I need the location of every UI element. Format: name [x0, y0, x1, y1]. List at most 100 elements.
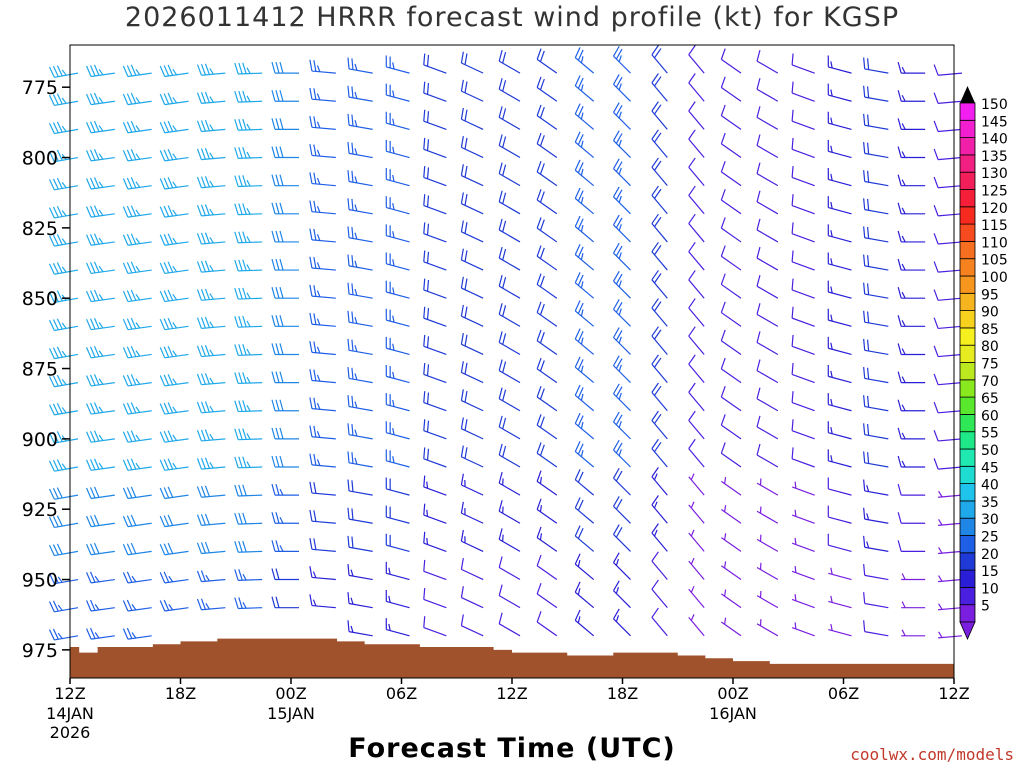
wind-barb [159, 345, 189, 359]
wind-barb [460, 304, 484, 327]
barb-feather [756, 49, 761, 62]
wind-barb [756, 190, 779, 215]
wind-barb [688, 354, 705, 383]
barb-feather [347, 198, 350, 210]
barb-feather [423, 194, 426, 206]
x-tick-label: 18Z [165, 684, 196, 703]
barb-feather [242, 372, 247, 384]
barb-feather [271, 61, 276, 74]
barb-feather [536, 357, 542, 370]
wind-barb [938, 575, 963, 583]
barb-feather [196, 92, 202, 104]
barb-feather [830, 230, 833, 237]
barb-feather [351, 423, 354, 436]
x-tick-date: 14JAN [46, 704, 94, 723]
barb-feather [86, 206, 92, 218]
barb-feather [460, 220, 464, 232]
barb-feather [460, 361, 464, 373]
barb-feather [613, 186, 620, 198]
barb-feather [354, 176, 358, 184]
wind-barb [309, 115, 336, 130]
wind-barb [234, 428, 263, 441]
wind-barb [234, 315, 263, 328]
barb-feather [309, 594, 313, 606]
barb-feather [246, 208, 251, 215]
barb-feather [89, 290, 96, 302]
barb-feather [933, 148, 939, 160]
wind-barb [234, 203, 263, 216]
barb-feather [651, 438, 659, 449]
barb-staff [720, 58, 742, 74]
wind-barb [827, 280, 852, 299]
barb-feather [234, 316, 239, 328]
barb-staff [791, 205, 815, 215]
barb-feather [830, 286, 833, 294]
barb-feather [464, 194, 468, 206]
barb-feather [574, 328, 581, 340]
wind-barb [651, 467, 668, 496]
barb-feather [98, 462, 104, 470]
barb-feather [89, 374, 96, 386]
wind-barb [159, 317, 189, 331]
barb-feather [316, 65, 321, 72]
colorbar-swatch [959, 240, 976, 260]
barb-feather [122, 600, 129, 612]
barb-feather [351, 142, 354, 155]
wind-barb [159, 149, 189, 162]
colorbar-label: 140 [981, 132, 1008, 148]
barb-feather [653, 473, 658, 481]
barb-feather [271, 258, 276, 271]
barb-feather [933, 261, 939, 273]
wind-barb [613, 439, 631, 468]
wind-barb [536, 414, 558, 440]
barb-feather [901, 320, 906, 327]
wind-barb [271, 596, 299, 609]
barb-feather [238, 372, 243, 384]
barb-staff [348, 96, 373, 102]
barb-feather [460, 501, 464, 514]
wind-barb [48, 65, 79, 78]
barb-staff [828, 263, 852, 271]
barb-staff [791, 261, 815, 271]
barb-feather [56, 290, 63, 302]
wind-barb [756, 534, 779, 552]
wind-barb [791, 137, 815, 159]
wind-barb [385, 618, 410, 637]
barb-feather [163, 543, 170, 555]
barb-feather [651, 382, 659, 393]
barb-feather [464, 250, 468, 262]
barb-feather [126, 149, 133, 161]
barb-feather [313, 60, 317, 72]
barb-feather [209, 293, 214, 300]
wind-barb [791, 334, 815, 356]
barb-feather [122, 262, 129, 274]
barb-feather [502, 445, 507, 458]
barb-feather [498, 134, 503, 146]
barb-feather [89, 599, 96, 611]
wind-barb [271, 118, 299, 130]
barb-feather [279, 287, 284, 299]
barb-staff [423, 570, 447, 581]
wind-barb [159, 261, 189, 275]
barb-feather [577, 162, 584, 174]
wind-barb [933, 64, 963, 76]
barb-feather [52, 459, 59, 471]
barb-feather [135, 462, 141, 470]
barb-feather [574, 384, 581, 396]
barb-feather [574, 412, 581, 424]
barb-feather [615, 615, 620, 622]
wind-barb [234, 62, 263, 75]
colorbar-swatch [959, 569, 976, 588]
barb-feather [863, 563, 866, 576]
wind-barb [613, 327, 631, 355]
barb-staff [828, 488, 852, 496]
wind-barb [86, 64, 115, 78]
barb-feather [426, 537, 429, 545]
barb-feather [242, 456, 247, 468]
barb-feather [200, 204, 206, 216]
wind-barb [756, 331, 779, 355]
barb-feather [246, 404, 251, 412]
barb-feather [275, 596, 280, 608]
wind-barb [86, 430, 115, 443]
x-tick-label: 12Z [938, 684, 969, 703]
